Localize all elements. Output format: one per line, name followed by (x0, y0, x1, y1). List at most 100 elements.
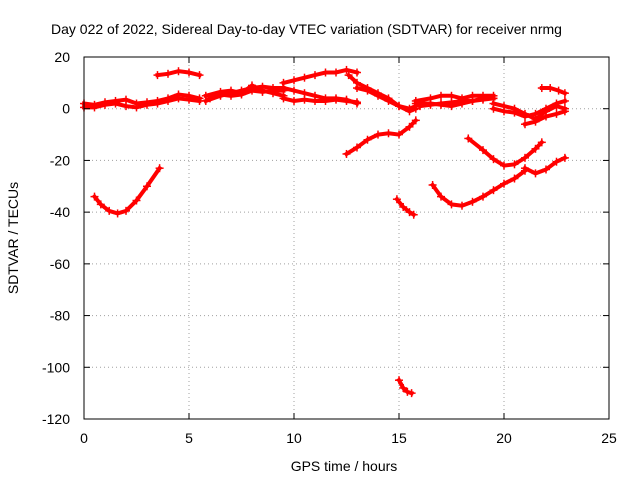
data-point (185, 95, 193, 104)
data-point (113, 209, 122, 218)
y-tick-labels: 20 0 -20 -40 -60 -80 -100 -120 (42, 49, 70, 427)
data-point (153, 71, 162, 80)
x-axis-label: GPS time / hours (291, 458, 398, 474)
data-point (269, 86, 277, 95)
data-point (537, 138, 546, 147)
data-point (332, 95, 340, 104)
data-point (90, 103, 99, 112)
data-point (174, 67, 183, 76)
data-point (96, 200, 105, 209)
data-point (353, 84, 361, 93)
data-point (111, 99, 120, 108)
x-tick-label: 15 (391, 430, 407, 446)
data-point (374, 130, 382, 139)
data-point (468, 96, 477, 105)
data-point (279, 84, 288, 93)
data-point (479, 146, 487, 155)
data-point (416, 102, 424, 111)
y-tick-label: -120 (42, 411, 70, 427)
data-point (206, 94, 214, 103)
data-point (395, 130, 403, 139)
data-series (80, 65, 569, 398)
y-tick-label: -40 (50, 204, 70, 220)
data-point (399, 383, 408, 392)
data-point (174, 94, 183, 103)
data-point (489, 155, 498, 164)
data-point (426, 100, 435, 109)
data-point (437, 192, 445, 201)
y-tick-label: -100 (42, 359, 70, 375)
series-s20 (343, 117, 419, 157)
data-point (531, 144, 540, 153)
data-point (185, 68, 193, 77)
data-point (479, 192, 487, 201)
data-point (353, 68, 361, 77)
series-s23 (465, 135, 545, 168)
data-point (411, 116, 420, 125)
data-point (143, 182, 151, 191)
data-point (374, 91, 382, 100)
data-point (500, 107, 508, 116)
data-point (353, 143, 361, 152)
data-point (143, 100, 151, 109)
data-point (392, 195, 401, 204)
data-point (300, 73, 309, 82)
x-tick-label: 5 (185, 430, 193, 446)
data-point (411, 96, 420, 105)
data-point (395, 102, 403, 111)
data-point (437, 91, 445, 100)
data-point (248, 86, 256, 95)
data-point (464, 134, 473, 143)
y-tick-label: -20 (50, 152, 70, 168)
data-point (311, 71, 319, 80)
data-point (290, 86, 298, 95)
data-point (164, 96, 172, 105)
data-point (403, 387, 412, 396)
data-point (546, 84, 555, 93)
data-point (132, 103, 141, 112)
data-point (321, 68, 330, 77)
data-point (479, 95, 487, 104)
data-point (531, 117, 540, 126)
data-point (300, 95, 309, 104)
data-point (531, 109, 540, 118)
data-point (155, 164, 164, 173)
data-point (132, 196, 141, 205)
x-tick-labels: 0 5 10 15 20 25 (80, 430, 617, 446)
data-point (258, 87, 267, 96)
x-tick-label: 10 (286, 430, 302, 446)
series-s18 (539, 86, 568, 96)
data-point (311, 96, 319, 105)
data-point (227, 91, 235, 100)
data-point (542, 112, 550, 121)
data-point (321, 96, 330, 105)
series-s19 (91, 165, 163, 216)
data-point (428, 180, 437, 189)
data-point (353, 98, 361, 107)
data-point (500, 161, 508, 170)
data-point (542, 104, 550, 113)
data-point (384, 96, 393, 105)
y-tick-label: -60 (50, 256, 70, 272)
data-point (405, 122, 414, 131)
data-point (489, 186, 498, 195)
y-tick-label: 0 (62, 101, 70, 117)
data-point (195, 71, 204, 80)
grid-lines (84, 57, 609, 419)
data-point (552, 99, 561, 108)
data-point (122, 206, 130, 215)
x-tick-label: 25 (601, 430, 617, 446)
data-point (458, 96, 466, 105)
data-point (447, 98, 456, 107)
data-point (409, 210, 418, 219)
data-point (458, 201, 466, 210)
plot-frame (83, 56, 610, 420)
data-point (521, 164, 529, 173)
data-point (153, 99, 162, 108)
data-point (531, 169, 540, 178)
data-point (290, 96, 298, 105)
data-point (552, 109, 561, 118)
data-point (342, 96, 351, 105)
data-point (437, 99, 445, 108)
